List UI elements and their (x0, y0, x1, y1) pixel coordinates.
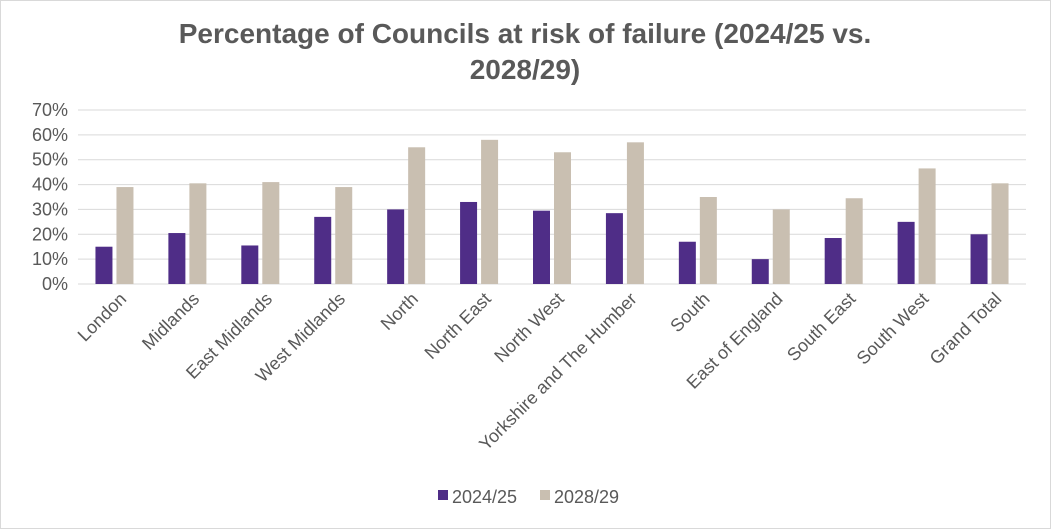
legend-swatch (540, 490, 550, 500)
bar-2028-29-8 (699, 197, 717, 284)
legend-label: 2024/25 (452, 487, 517, 507)
bar-2024-25-12 (970, 234, 988, 284)
bar-2024-25-5 (460, 201, 478, 284)
bar-2028-29-2 (262, 182, 280, 284)
bar-2028-29-4 (408, 147, 426, 284)
x-tick-label: Yorkshire and The Humber (475, 289, 641, 455)
bar-2028-29-12 (991, 183, 1009, 284)
bar-2024-25-10 (824, 238, 842, 284)
bar-2024-25-2 (241, 245, 259, 284)
bar-2028-29-11 (918, 168, 936, 284)
chart-title: Percentage of Councils at risk of failur… (178, 18, 872, 85)
bar-2028-29-9 (772, 209, 790, 284)
bar-2024-25-9 (751, 259, 769, 284)
bar-2028-29-0 (116, 187, 134, 284)
bar-2028-29-10 (845, 198, 863, 284)
y-tick-label: 30% (32, 199, 68, 219)
bar-2024-25-1 (168, 233, 186, 284)
bar-2028-29-6 (554, 152, 571, 284)
legend-label: 2028/29 (554, 487, 619, 507)
x-tick-label: South (666, 289, 713, 336)
bar-2024-25-11 (897, 221, 915, 284)
gridlines (78, 109, 1026, 285)
x-tick-label: Midlands (138, 289, 203, 354)
x-tick-label: South West (853, 289, 933, 369)
bar-2024-25-3 (314, 216, 332, 284)
bar-2024-25-0 (95, 246, 113, 284)
bar-2028-29-7 (626, 142, 644, 284)
x-tick-label: Grand Total (926, 289, 1006, 369)
y-tick-label: 70% (32, 100, 68, 120)
y-axis-tick-labels: 0% 10% 20% 30% 40% 50% 60% 70% (32, 100, 68, 294)
bar-2024-25-4 (387, 209, 405, 284)
bars (95, 139, 1009, 284)
legend: 2024/25 2028/29 (438, 487, 619, 507)
x-tick-label: North East (421, 289, 495, 363)
x-tick-label: North (377, 289, 422, 334)
bar-2024-25-6 (533, 210, 550, 284)
y-tick-label: 60% (32, 125, 68, 145)
bar-2028-29-5 (481, 139, 499, 284)
legend-swatch (438, 490, 448, 500)
y-tick-label: 0% (42, 274, 68, 294)
y-tick-label: 50% (32, 150, 68, 170)
bar-2028-29-3 (335, 187, 353, 284)
y-tick-label: 10% (32, 249, 68, 269)
bar-2024-25-7 (605, 213, 623, 284)
x-tick-label: North West (490, 289, 568, 367)
x-tick-label: London (74, 289, 131, 346)
x-tick-label: South East (783, 289, 859, 365)
bar-2028-29-1 (189, 183, 207, 284)
y-tick-label: 40% (32, 175, 68, 195)
y-tick-label: 20% (32, 224, 68, 244)
bar-2024-25-8 (678, 241, 696, 284)
